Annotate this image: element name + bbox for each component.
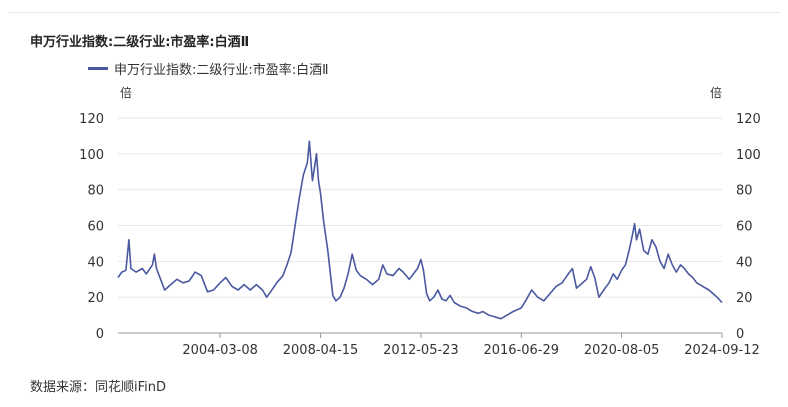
- series-line: [117, 140, 723, 320]
- legend-line-swatch: [88, 67, 108, 70]
- y-tick-label-left: 40: [87, 255, 104, 270]
- y-tick-label-left: 60: [87, 220, 104, 235]
- y-tick-label-right: 20: [736, 291, 753, 306]
- y-tick-label-right: 40: [736, 255, 753, 270]
- y-tick-label-left: 80: [87, 184, 104, 199]
- x-tick-label: 2016-06-29: [483, 343, 559, 358]
- y-tick-label-left: 120: [79, 112, 104, 127]
- x-tick-label: 2008-04-15: [283, 343, 359, 358]
- legend-label: 申万行业指数:二级行业:市盈率:白酒Ⅱ: [114, 63, 329, 78]
- y-tick-label-left: 100: [79, 148, 104, 163]
- chart-title: 申万行业指数:二级行业:市盈率:白酒Ⅱ: [30, 35, 250, 50]
- y-axis-right-ticks: 0 20 40 60 80 100 120: [736, 112, 761, 342]
- y-tick-label-right: 80: [736, 184, 753, 199]
- x-tick-label: 2004-03-08: [182, 343, 258, 358]
- legend[interactable]: 申万行业指数:二级行业:市盈率:白酒Ⅱ: [88, 59, 329, 78]
- x-axis-ticks: 2004-03-08 2008-04-15 2012-05-23 2016-06-29…: [182, 333, 760, 358]
- y-tick-label-right: 120: [736, 112, 761, 127]
- data-source: 数据来源：同花顺iFinD: [30, 380, 167, 395]
- y-axis-left-unit: 倍: [120, 86, 133, 100]
- y-axis-left-ticks: 0 20 40 60 80 100 120: [79, 112, 104, 342]
- grid-lines: [118, 117, 722, 298]
- chart-frame: [8, 12, 780, 403]
- x-tick-label: 2012-05-23: [383, 343, 459, 358]
- y-tick-label-left: 20: [87, 291, 104, 306]
- y-tick-label-left: 0: [96, 327, 104, 342]
- x-tick-label: 2024-09-12: [684, 343, 760, 358]
- y-tick-label-right: 0: [736, 327, 744, 342]
- y-tick-label-right: 100: [736, 148, 761, 163]
- y-axis-right-unit: 倍: [710, 86, 723, 100]
- x-tick-label: 2020-08-05: [584, 343, 660, 358]
- y-tick-label-right: 60: [736, 220, 753, 235]
